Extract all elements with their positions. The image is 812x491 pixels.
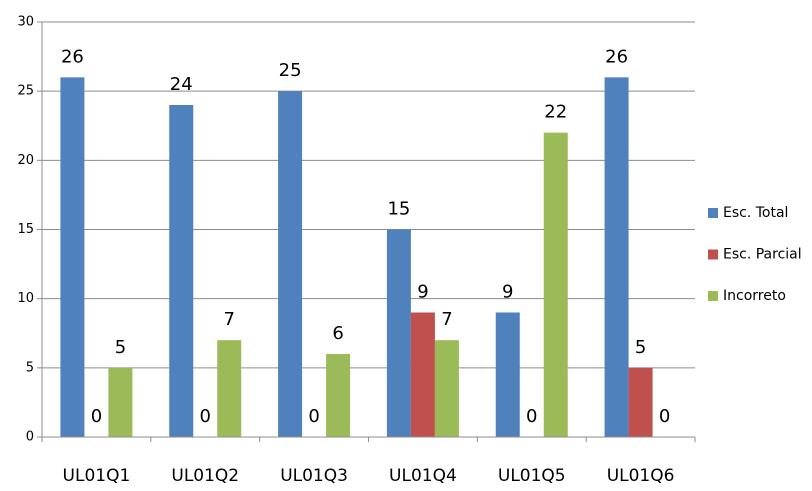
bar <box>169 105 194 437</box>
y-tick-label: 30 <box>17 15 34 30</box>
data-label: 25 <box>279 60 302 81</box>
data-label: 5 <box>635 337 646 358</box>
x-tick-label: UL01Q1 <box>63 466 131 486</box>
data-label: 7 <box>441 309 452 330</box>
x-tick-label: UL01Q6 <box>607 466 675 486</box>
legend-label: Incorreto <box>723 288 786 304</box>
data-label: 5 <box>115 337 126 358</box>
bar <box>108 367 133 437</box>
bar <box>628 367 653 437</box>
data-label: 26 <box>61 46 84 67</box>
bar <box>217 340 242 437</box>
data-label: 0 <box>200 406 211 427</box>
data-label: 15 <box>387 199 410 220</box>
legend-label: Esc. Total <box>723 205 788 221</box>
legend-swatch <box>708 208 718 218</box>
bar <box>495 312 520 437</box>
data-label: 0 <box>659 406 670 427</box>
data-label: 7 <box>224 309 235 330</box>
bar <box>434 340 459 437</box>
bar <box>60 77 85 437</box>
data-label: 0 <box>526 406 537 427</box>
legend-label: Esc. Parcial <box>723 247 802 263</box>
y-tick-label: 10 <box>17 291 34 306</box>
bar <box>543 132 568 437</box>
bar <box>410 312 435 437</box>
data-label: 9 <box>502 282 513 303</box>
data-label: 24 <box>170 74 193 95</box>
x-tick-label: UL01Q4 <box>389 466 457 486</box>
data-label: 22 <box>544 102 567 123</box>
bar <box>326 354 351 437</box>
data-label: 0 <box>308 406 319 427</box>
y-tick-label: 25 <box>17 84 34 99</box>
y-tick-label: 0 <box>26 430 34 445</box>
data-label: 0 <box>91 406 102 427</box>
data-label: 6 <box>332 323 343 344</box>
legend-swatch <box>708 249 718 260</box>
y-tick-label: 5 <box>26 360 34 375</box>
x-tick-label: UL01Q2 <box>171 466 239 486</box>
legend-swatch <box>708 291 718 301</box>
x-tick-label: UL01Q5 <box>498 466 566 486</box>
data-label: 9 <box>417 282 428 303</box>
bar <box>278 91 303 438</box>
bar <box>386 229 411 437</box>
y-tick-label: 15 <box>17 222 34 237</box>
x-tick-label: UL01Q3 <box>280 466 348 486</box>
data-label: 26 <box>605 46 628 67</box>
y-tick-label: 20 <box>17 153 34 168</box>
bar <box>604 77 629 437</box>
